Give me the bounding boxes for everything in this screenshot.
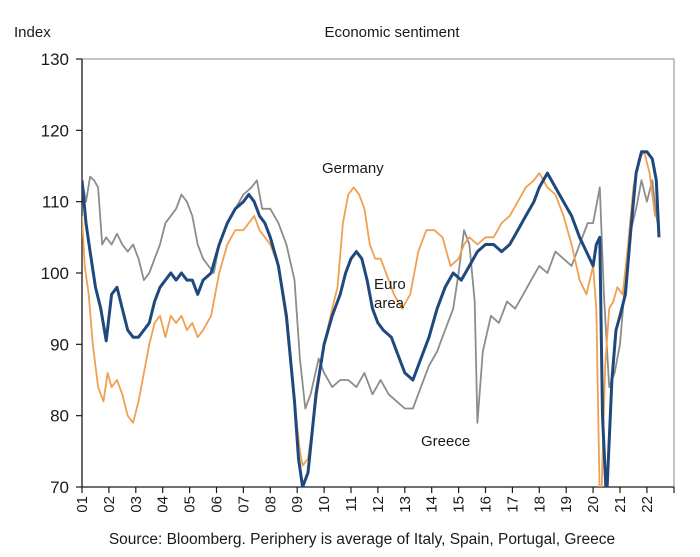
annotation-greece: Greece xyxy=(421,433,470,450)
x-tick-label: 12 xyxy=(370,496,387,513)
chart-title: Economic sentiment xyxy=(324,24,460,41)
x-tick-label: 19 xyxy=(558,496,575,513)
x-tick-label: 01 xyxy=(74,496,91,513)
x-tick-label: 07 xyxy=(235,496,252,513)
annotation-germany: Germany xyxy=(322,160,384,177)
x-tick-label: 18 xyxy=(531,496,548,513)
x-ticks: 01 02 03 04 05 06 07 08 09 10 11 12 13 14 15 16 17 18 19 20… xyxy=(74,487,675,513)
x-tick-label: 21 xyxy=(612,496,629,513)
y-tick-label: 70 xyxy=(50,478,69,497)
annotation-euro: Euro xyxy=(374,276,406,293)
x-tick-label: 03 xyxy=(128,496,145,513)
x-tick-label: 22 xyxy=(639,496,656,513)
x-tick-label: 11 xyxy=(343,496,360,512)
y-tick-label: 110 xyxy=(42,193,69,212)
y-tick-label: 130 xyxy=(41,50,69,69)
x-tick-label: 04 xyxy=(155,496,172,513)
x-tick-label: 10 xyxy=(316,496,333,513)
y-axis-label: Index xyxy=(14,24,51,41)
annotation-area: area xyxy=(374,295,405,312)
y-tick-label: 100 xyxy=(41,264,69,283)
x-tick-label: 05 xyxy=(182,496,199,513)
source-note: Source: Bloomberg. Periphery is average … xyxy=(109,531,615,548)
x-tick-label: 08 xyxy=(262,496,279,513)
y-tick-label: 90 xyxy=(50,335,69,354)
x-tick-label: 15 xyxy=(451,496,468,513)
x-tick-label: 20 xyxy=(585,496,602,513)
series-line-greece xyxy=(82,175,660,424)
x-tick-label: 16 xyxy=(478,496,495,513)
x-tick-label: 09 xyxy=(289,496,306,513)
x-tick-label: 17 xyxy=(504,496,521,513)
series-line-germany xyxy=(82,150,659,487)
series-line-euro-area xyxy=(82,150,661,487)
x-tick-label: 02 xyxy=(101,496,118,513)
series-lines xyxy=(82,150,661,487)
y-tick-label: 120 xyxy=(41,121,69,140)
y-ticks: 70 80 90 100 110 120 130 xyxy=(41,50,82,497)
x-tick-label: 06 xyxy=(209,496,226,513)
x-tick-label: 14 xyxy=(424,496,441,513)
x-tick-label: 13 xyxy=(397,496,414,513)
y-tick-label: 80 xyxy=(50,407,69,426)
